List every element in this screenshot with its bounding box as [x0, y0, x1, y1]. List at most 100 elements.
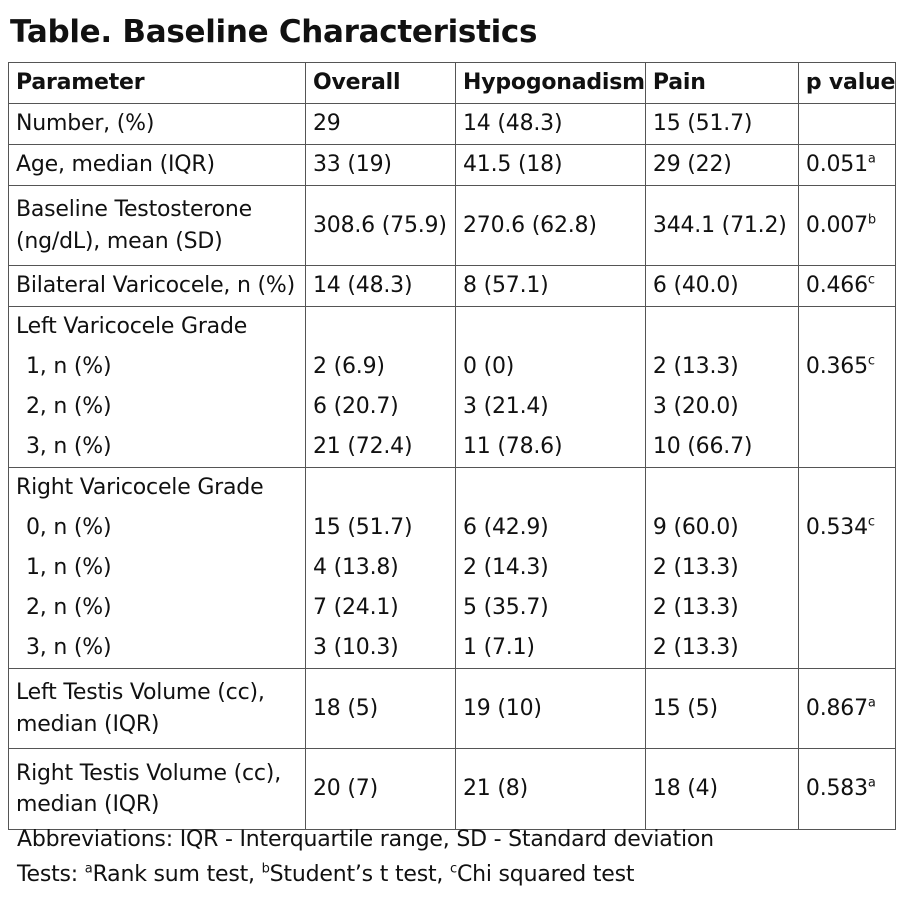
p-value-cell: 0.007b — [797, 185, 897, 266]
test-superscript: b — [867, 212, 876, 228]
p-value: 0.365 — [805, 354, 868, 379]
cell-value: 41.5 (18) — [463, 152, 563, 177]
cell-value: 18 (5) — [313, 695, 378, 721]
hypogonadism-cell: 8 (57.1) — [455, 265, 646, 307]
cell-line: 3 (10.3) — [313, 635, 399, 660]
cell-line — [313, 469, 455, 509]
cell-line: 2 (13.3) — [652, 595, 739, 620]
test-superscript: c — [449, 861, 457, 877]
p-value-cell: 0.365c — [797, 306, 897, 468]
cell-line: 2, n (%) — [26, 394, 112, 419]
pain-cell: 18 (4) — [644, 748, 799, 830]
cell-line: 2, n (%) — [26, 595, 112, 620]
cell-line: 9 (60.0) — [652, 515, 739, 540]
pain-cell: 29 (22) — [644, 144, 799, 186]
column-header: Overall — [305, 62, 456, 104]
cell-line: Baseline Testosterone — [16, 197, 252, 223]
cell-line — [653, 469, 798, 509]
pain-cell: 6 (40.0) — [644, 265, 799, 307]
pain-cell: 15 (5) — [644, 668, 799, 749]
cell-line: 2 (13.3) — [652, 354, 739, 379]
p-value-cell: 0.051a — [797, 144, 897, 186]
cell-line: Left Testis Volume (cc), — [16, 680, 265, 706]
hypogonadism-cell: 6 (42.9) 2 (14.3) 5 (35.7) 1 (7.1) — [455, 467, 646, 669]
cell-line — [463, 308, 644, 348]
cell-line: median (IQR) — [16, 792, 160, 817]
test-superscript: c — [867, 353, 875, 369]
baseline-characteristics-table: Parameter Overall Hypogonadism Pain p va… — [8, 62, 897, 830]
cell-value: 20 (7) — [313, 776, 378, 801]
cell-value: 14 (48.3) — [463, 111, 563, 136]
p-value: 0.583 — [805, 776, 868, 801]
cell-line: 2 (6.9) — [313, 354, 385, 379]
tests-footnote: Tests: aRank sum test, bStudent’s t test… — [17, 861, 635, 887]
overall-cell: 20 (7) — [305, 748, 456, 830]
cell-line — [313, 308, 455, 348]
p-value: 0.466 — [805, 273, 868, 298]
test-superscript: c — [867, 272, 875, 288]
p-value: 0.867 — [805, 695, 868, 721]
group-label: Left Varicocele Grade — [16, 314, 248, 339]
cell-line: 1, n (%) — [26, 555, 112, 580]
cell-line: 10 (66.7) — [652, 434, 753, 459]
cell-value: 18 (4) — [652, 776, 718, 801]
parameter-cell: Right Varicocele Grade 0, n (%) 1, n (%) 2,… — [8, 467, 306, 669]
cell-line: 2 (14.3) — [463, 555, 549, 580]
cell-value: Number, (%) — [16, 111, 155, 136]
abbreviations-footnote: Abbreviations: IQR - Interquartile range… — [17, 827, 714, 852]
cell-line — [463, 469, 644, 509]
p-value-cell: 0.867a — [797, 668, 897, 749]
test-superscript: a — [867, 775, 876, 791]
p-value-cell: 0.534c — [797, 467, 897, 669]
parameter-cell: Left Testis Volume (cc), median (IQR) — [8, 668, 306, 749]
cell-line: Right Testis Volume (cc), — [16, 760, 281, 786]
p-value-cell — [797, 103, 897, 145]
cell-value: 19 (10) — [463, 695, 542, 721]
cell-value: Age, median (IQR) — [16, 152, 215, 177]
parameter-cell: Number, (%) — [8, 103, 306, 145]
parameter-cell: Right Testis Volume (cc), median (IQR) — [8, 748, 306, 830]
cell-line: 15 (51.7) — [313, 515, 413, 540]
cell-line: 3, n (%) — [26, 434, 112, 459]
cell-value: 21 (8) — [463, 776, 528, 801]
test-name: Chi squared test — [456, 862, 635, 887]
table-title: Table. Baseline Characteristics — [10, 14, 538, 50]
cell-line: 11 (78.6) — [463, 434, 563, 459]
overall-cell: 15 (51.7) 4 (13.8) 7 (24.1) 3 (10.3) — [305, 467, 456, 669]
cell-line: 3 (21.4) — [463, 394, 549, 419]
test-superscript: c — [867, 514, 875, 530]
cell-line: 2 (13.3) — [652, 635, 739, 660]
test-superscript: a — [84, 861, 93, 877]
overall-cell: 33 (19) — [305, 144, 456, 186]
cell-line: (ng/dL), mean (SD) — [16, 228, 223, 254]
pain-cell: 2 (13.3) 3 (20.0) 10 (66.7) — [644, 306, 799, 468]
table-row: Right Varicocele Grade 0, n (%) 1, n (%) 2,… — [8, 467, 897, 669]
overall-cell: 18 (5) — [305, 668, 456, 749]
header-row: Parameter Overall Hypogonadism Pain p va… — [8, 62, 897, 104]
overall-cell: 2 (6.9) 6 (20.7) 21 (72.4) — [305, 306, 456, 468]
cell-line — [653, 308, 798, 348]
cell-line: 2 (13.3) — [652, 555, 739, 580]
cell-line: 3 (20.0) — [652, 394, 739, 419]
overall-cell: 29 — [305, 103, 456, 145]
cell-line: 1, n (%) — [26, 354, 112, 379]
hypogonadism-cell: 14 (48.3) — [455, 103, 646, 145]
table-row: Left Varicocele Grade 1, n (%) 2, n (%) 3, … — [8, 306, 897, 468]
hypogonadism-cell: 41.5 (18) — [455, 144, 646, 186]
test-name: Rank sum test, — [92, 862, 262, 887]
pain-cell: 15 (51.7) — [644, 103, 799, 145]
table-row: Baseline Testosterone (ng/dL), mean (SD) 3… — [8, 185, 897, 266]
cell-value: 29 — [313, 111, 341, 136]
column-header: Hypogonadism — [455, 62, 646, 104]
cell-line: 4 (13.8) — [313, 555, 399, 580]
cell-value: 344.1 (71.2) — [652, 212, 787, 238]
parameter-cell: Baseline Testosterone (ng/dL), mean (SD) — [8, 185, 306, 266]
cell-line: 0, n (%) — [26, 515, 112, 540]
cell-line: 5 (35.7) — [463, 595, 549, 620]
table-row: Right Testis Volume (cc), median (IQR) 20 … — [8, 748, 897, 830]
parameter-cell: Bilateral Varicocele, n (%) — [8, 265, 306, 307]
table-row: Age, median (IQR) 33 (19) 41.5 (18) 29 (22)… — [8, 144, 897, 186]
cell-value: 29 (22) — [652, 152, 732, 177]
table-row: Number, (%) 29 14 (48.3) 15 (51.7) — [8, 103, 897, 145]
parameter-cell: Left Varicocele Grade 1, n (%) 2, n (%) 3, … — [8, 306, 306, 468]
